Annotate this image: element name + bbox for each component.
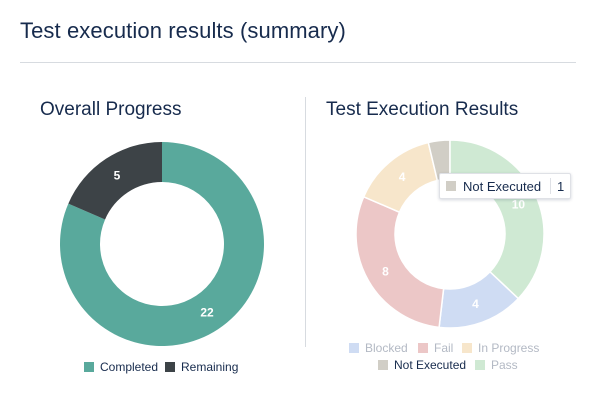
label-fail: 8 [382, 264, 389, 278]
tooltip-label: Not Executed [463, 178, 542, 194]
legend-item-completed[interactable]: Completed [84, 360, 158, 374]
slice-remaining[interactable] [68, 142, 162, 220]
chart-tooltip: Not Executed 1 [439, 173, 572, 199]
label-pass: 10 [512, 197, 526, 211]
legend-label: Completed [100, 360, 159, 374]
slice-pass[interactable] [449, 139, 545, 300]
legend-label: Blocked [365, 341, 408, 355]
legend-label: Pass [491, 358, 518, 372]
legend-label: In Progress [478, 341, 540, 355]
label-remaining: 5 [114, 168, 121, 182]
legend-label: Remaining [181, 360, 239, 374]
legend-swatch [165, 362, 175, 372]
label-blocked: 4 [472, 297, 479, 311]
label-in-progress: 4 [399, 170, 406, 184]
legend-swatch [462, 343, 472, 353]
legend-item-pass[interactable]: Pass [475, 358, 518, 372]
legend-swatch [475, 360, 485, 370]
column-divider [305, 97, 306, 347]
title-divider [20, 62, 576, 63]
label-completed: 22 [200, 306, 214, 320]
legend-swatch [378, 360, 388, 370]
test-execution-results-donut[interactable]: 4 8 4 10 [355, 139, 545, 329]
legend-item-fail[interactable]: Fail [418, 341, 453, 355]
tooltip-separator [550, 178, 552, 194]
legend-swatch [418, 343, 428, 353]
tooltip-value: 1 [557, 178, 565, 194]
overall-progress-donut[interactable]: 22 5 [59, 142, 265, 347]
test-execution-results-title: Test Execution Results [326, 99, 519, 120]
legend-item-blocked[interactable]: Blocked [349, 341, 408, 355]
slice-fail[interactable] [355, 195, 445, 329]
legend-label: Not Executed [394, 358, 467, 372]
tooltip-swatch [446, 181, 456, 191]
page-title: Test execution results (summary) [20, 18, 346, 43]
overall-progress-title: Overall Progress [40, 99, 182, 120]
legend-label: Fail [434, 341, 454, 355]
legend-item-remaining[interactable]: Remaining [165, 360, 238, 374]
slice-completed[interactable] [59, 142, 265, 347]
legend-swatch [349, 343, 359, 353]
legend-item-not-executed[interactable]: Not Executed [378, 358, 466, 372]
legend-item-in-progress[interactable]: In Progress [462, 341, 539, 355]
legend-swatch [84, 362, 94, 372]
